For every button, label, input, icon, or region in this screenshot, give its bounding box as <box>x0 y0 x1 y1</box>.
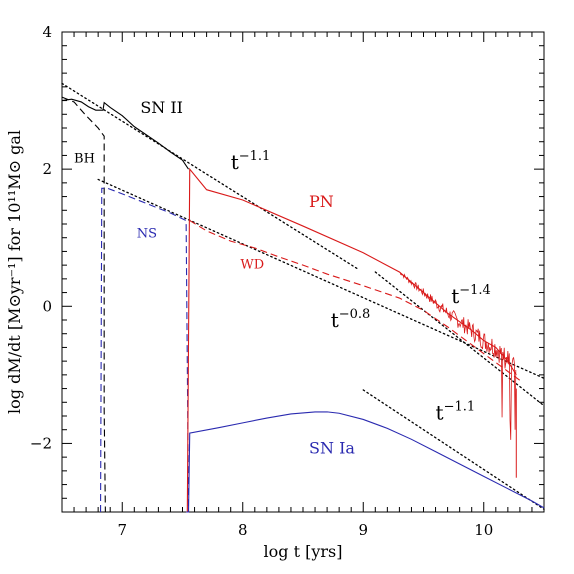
x-axis-label: log t [yrs] <box>264 542 343 561</box>
x-tick-label: 10 <box>474 521 493 539</box>
pn-noise-tail <box>399 271 517 440</box>
tick-marks <box>62 32 545 512</box>
series-pn-line <box>186 167 517 513</box>
y-tick-label: 4 <box>42 23 52 41</box>
y-axis-label: log dM/dt [M⊙yr⁻¹] for 10¹¹M⊙ gal <box>5 130 24 414</box>
x-tick-label: 8 <box>238 521 248 539</box>
y-tick-label: 0 <box>42 297 52 315</box>
label-pn: PN <box>309 192 334 211</box>
power-label-p2: t−0.8 <box>331 307 371 332</box>
label-bh: BH <box>74 151 95 166</box>
x-tick-label: 7 <box>117 521 127 539</box>
label-sn1a: SN Ia <box>309 439 355 458</box>
power-label-p1: t−1.1 <box>231 149 271 174</box>
label-ns: NS <box>137 227 157 242</box>
label-sn2: SN II <box>140 98 183 117</box>
series-lines <box>61 96 545 513</box>
power-label-p3: t−1.4 <box>451 283 491 308</box>
plot-frame <box>61 31 545 513</box>
y-tick-label: 2 <box>42 160 52 178</box>
reference-line <box>97 178 545 379</box>
series-sn-ii-line <box>61 98 189 170</box>
x-tick-label: 9 <box>358 521 368 539</box>
series-wd-line <box>189 220 521 381</box>
reference-line <box>61 82 358 270</box>
series-ns-line <box>100 187 190 513</box>
series-sn-ia-line <box>186 411 545 513</box>
y-tick-label: −2 <box>30 434 52 452</box>
label-wd: WD <box>240 258 264 273</box>
reference-line <box>362 389 545 510</box>
series-bh-line <box>61 96 106 513</box>
annotations: SN II BH NS WD PN SN Ia t−1.1 t−0.8 t−1.4 t−1.1 <box>74 98 491 458</box>
x-tick-labels: 7 8 9 10 <box>117 521 493 539</box>
y-tick-labels: −2 0 2 4 <box>30 23 52 452</box>
reference-lines <box>61 82 545 510</box>
power-label-p4: t−1.1 <box>436 399 476 424</box>
